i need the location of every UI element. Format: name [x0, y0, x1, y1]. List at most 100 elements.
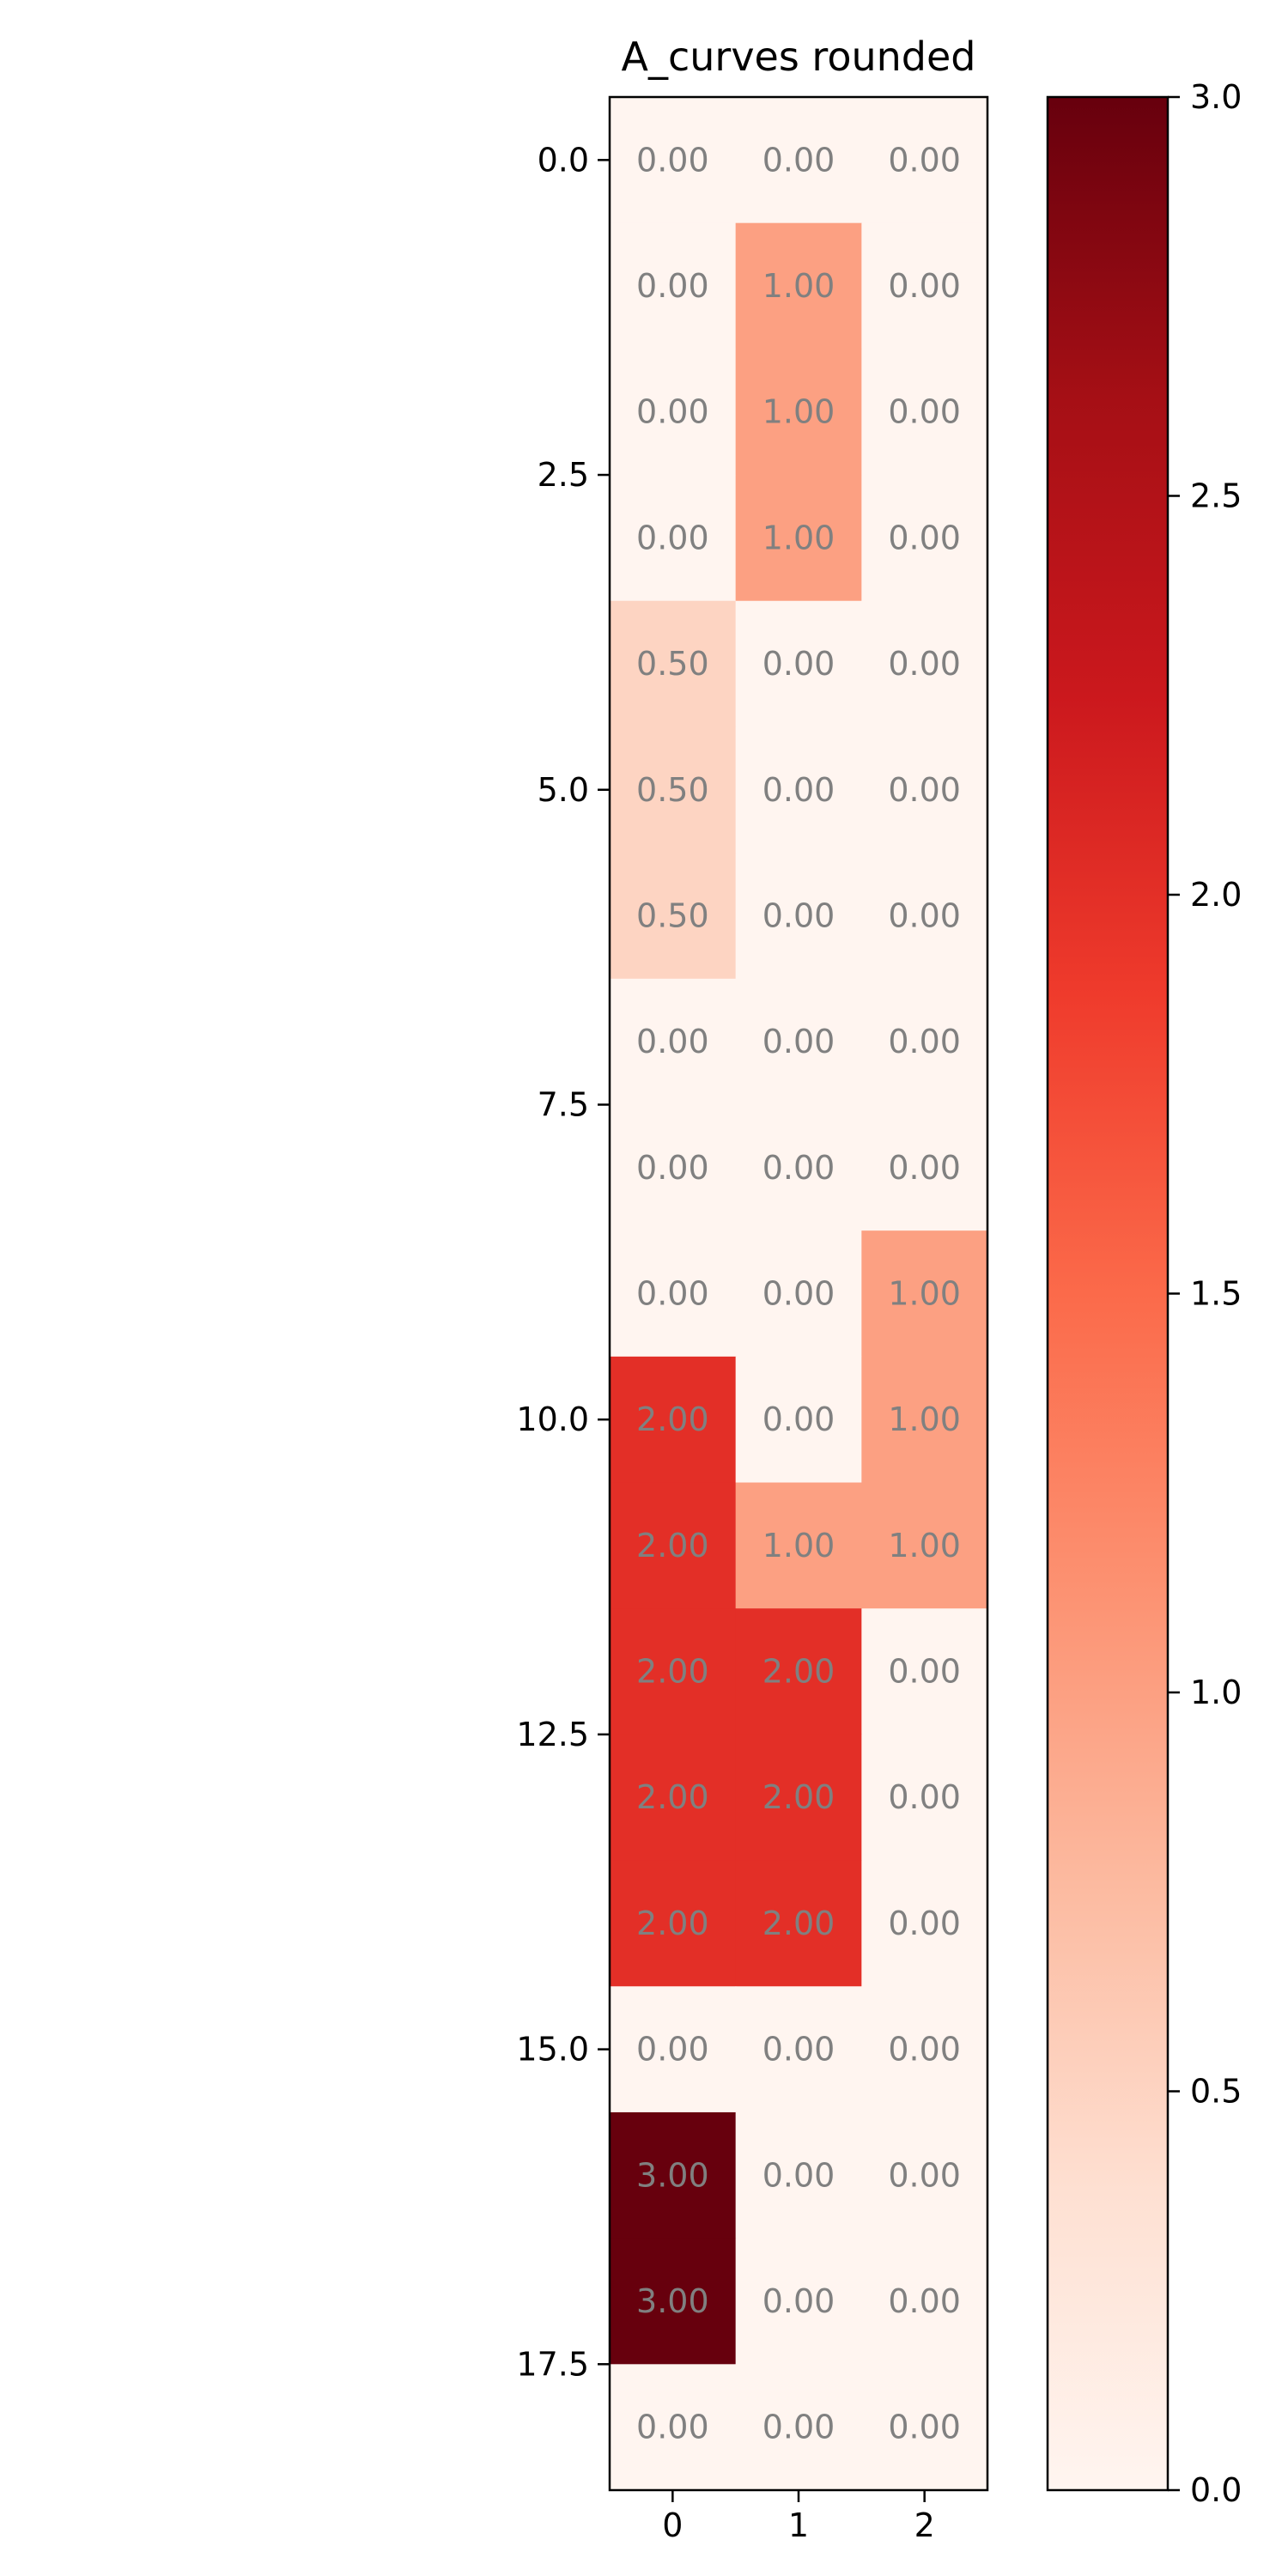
- heatmap-cell: [735, 1734, 862, 1862]
- x-tick-label: 0: [662, 2506, 683, 2544]
- cell-value-label: 0.00: [636, 1149, 709, 1187]
- cell-value-label: 2.00: [636, 1778, 709, 1816]
- cell-value-label: 2.00: [636, 1905, 709, 1942]
- heatmap-cell: [735, 2238, 862, 2365]
- cell-value-label: 0.00: [888, 896, 961, 934]
- y-tick-label: 2.5: [538, 456, 589, 494]
- heatmap-cell: [735, 1356, 862, 1484]
- cell-value-label: 2.00: [762, 1905, 835, 1942]
- cell-value-label: 0.00: [888, 393, 961, 431]
- cell-value-label: 0.00: [888, 1023, 961, 1060]
- heatmap-cell: [610, 1104, 737, 1231]
- cell-value-label: 2.00: [762, 1778, 835, 1816]
- colorbar-tick-label: 0.0: [1190, 2471, 1242, 2509]
- heatmap-cell: [861, 1356, 988, 1484]
- cell-value-label: 1.00: [762, 1527, 835, 1564]
- cell-value-label: 0.00: [888, 2282, 961, 2320]
- colorbar-tick-label: 3.0: [1190, 78, 1242, 116]
- cell-value-label: 3.00: [636, 2282, 709, 2320]
- heatmap-cell-labels: 0.00 0.00 0.00 0.00 1.00 0.00 0.00 1.00 0.00 0.00…: [636, 141, 961, 2445]
- cell-value-label: 0.00: [888, 771, 961, 809]
- heatmap-cell: [610, 2238, 737, 2365]
- cell-value-label: 0.00: [762, 1023, 835, 1060]
- y-tick-label: 17.5: [516, 2345, 589, 2383]
- heatmap-cell: [861, 1482, 988, 1609]
- cell-value-label: 0.00: [888, 2031, 961, 2069]
- cell-value-label: 0.00: [888, 1149, 961, 1187]
- heatmap-cell: [610, 475, 737, 602]
- cell-value-label: 0.00: [762, 1400, 835, 1438]
- cell-value-label: 0.00: [636, 519, 709, 556]
- y-axis: 0.0 2.5 5.0 7.5 10.0 12.5 15.0 17.5: [516, 141, 610, 2383]
- y-tick-label: 5.0: [538, 771, 589, 809]
- heatmap-cell: [610, 1860, 737, 1987]
- cell-value-label: 0.00: [636, 1023, 709, 1060]
- heatmap-cell: [861, 600, 988, 728]
- heatmap-cell: [610, 1482, 737, 1609]
- heatmap-cell: [735, 222, 862, 349]
- heatmap-cell: [735, 475, 862, 602]
- heatmap-cell: [735, 1104, 862, 1231]
- heatmap-cell: [610, 1356, 737, 1484]
- cell-value-label: 0.00: [762, 645, 835, 683]
- heatmap-cell: [861, 475, 988, 602]
- heatmap-cell: [861, 978, 988, 1106]
- cell-value-label: 0.00: [888, 645, 961, 683]
- y-tick-label: 15.0: [516, 2031, 589, 2069]
- cell-value-label: 0.50: [636, 896, 709, 934]
- cell-value-label: 1.00: [762, 519, 835, 556]
- heatmap-cell: [861, 2364, 988, 2491]
- cell-value-label: 0.00: [762, 1149, 835, 1187]
- heatmap-cell: [861, 1860, 988, 1987]
- heatmap-cell: [735, 978, 862, 1106]
- heatmap-cell: [735, 2364, 862, 2491]
- heatmap-cell: [735, 1608, 862, 1735]
- cell-value-label: 0.00: [636, 393, 709, 431]
- cell-value-label: 0.00: [888, 1905, 961, 1942]
- heatmap-cell: [861, 726, 988, 854]
- heatmap-cell: [610, 726, 737, 854]
- cell-value-label: 0.50: [636, 645, 709, 683]
- heatmap-cell: [610, 853, 737, 980]
- heatmap-cell: [610, 600, 737, 728]
- cell-value-label: 2.00: [636, 1400, 709, 1438]
- heatmap-cell: [861, 2111, 988, 2239]
- heatmap-cell: [735, 1482, 862, 1609]
- colorbar-tick-label: 2.0: [1190, 876, 1242, 914]
- cell-value-label: 2.00: [762, 1653, 835, 1691]
- x-tick-label: 2: [914, 2506, 935, 2544]
- heatmap-cell: [735, 726, 862, 854]
- cell-value-label: 1.00: [888, 1400, 961, 1438]
- heatmap-cell: [861, 853, 988, 980]
- heatmap-cell: [861, 1230, 988, 1358]
- cell-value-label: 0.00: [888, 519, 961, 556]
- heatmap-cell: [610, 97, 737, 224]
- heatmap-cell: [861, 1734, 988, 1862]
- cell-value-label: 0.00: [636, 141, 709, 179]
- heatmap-cell: [861, 2238, 988, 2365]
- cell-value-label: 1.00: [888, 1275, 961, 1313]
- heatmap-cell: [861, 97, 988, 224]
- heatmap-cell: [735, 1230, 862, 1358]
- heatmap-cell: [735, 2111, 862, 2239]
- heatmap-cell: [735, 1860, 862, 1987]
- colorbar-tick-label: 1.5: [1190, 1275, 1242, 1313]
- cell-value-label: 0.00: [888, 1653, 961, 1691]
- cell-value-label: 0.00: [762, 2282, 835, 2320]
- heatmap-cell: [735, 1986, 862, 2113]
- y-tick-label: 12.5: [516, 1716, 589, 1753]
- heatmap-cell: [610, 349, 737, 476]
- cell-value-label: 0.00: [762, 896, 835, 934]
- heatmap-cell: [735, 853, 862, 980]
- x-tick-label: 1: [788, 2506, 809, 2544]
- y-tick-label: 10.0: [516, 1400, 589, 1438]
- heatmap-cell: [610, 1230, 737, 1358]
- cell-value-label: 2.00: [636, 1527, 709, 1564]
- cell-value-label: 2.00: [636, 1653, 709, 1691]
- colorbar-gradient: [1046, 95, 1170, 2492]
- cell-value-label: 0.00: [762, 2409, 835, 2446]
- heatmap-cell: [735, 349, 862, 476]
- cell-value-label: 0.00: [888, 267, 961, 305]
- heatmap-cell: [610, 222, 737, 349]
- cell-value-label: 3.00: [636, 2156, 709, 2194]
